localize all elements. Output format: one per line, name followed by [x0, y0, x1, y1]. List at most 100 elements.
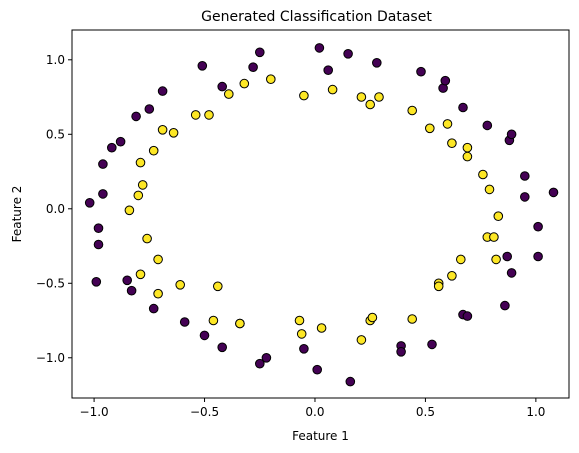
data-point-class-1 — [142, 233, 152, 244]
data-point-class-0 — [299, 344, 309, 354]
data-point-class-0 — [261, 353, 272, 363]
data-point-class-0 — [107, 142, 117, 153]
data-point-class-0 — [520, 192, 530, 202]
x-tick-label: −0.5 — [190, 405, 219, 419]
data-point-class-1 — [478, 169, 488, 180]
data-point-class-0 — [506, 268, 517, 278]
data-point-class-1 — [168, 128, 179, 138]
data-point-class-1 — [135, 157, 146, 168]
data-point-class-0 — [500, 300, 510, 311]
data-point-class-0 — [548, 187, 559, 198]
data-point-class-0 — [343, 49, 353, 59]
data-point-class-0 — [217, 342, 227, 353]
data-point-class-0 — [314, 43, 325, 53]
data-point-class-0 — [502, 251, 513, 262]
y-tick-label: −1.0 — [36, 351, 65, 365]
data-point-class-0 — [458, 102, 468, 113]
data-point-class-1 — [235, 318, 245, 329]
data-point-class-1 — [153, 288, 163, 299]
y-axis-ticks: −1.0 −0.5 0.0 0.5 1.0 — [36, 53, 72, 365]
data-point-class-0 — [91, 277, 102, 287]
data-point-class-0 — [179, 317, 190, 327]
data-point-class-0 — [197, 61, 208, 71]
data-point-class-0 — [93, 239, 104, 250]
y-tick-label: 1.0 — [46, 53, 65, 67]
data-points — [84, 43, 559, 387]
data-point-class-1 — [124, 205, 135, 216]
x-tick-label: 0.0 — [305, 405, 324, 419]
data-point-class-1 — [367, 312, 378, 323]
data-point-class-1 — [153, 254, 163, 265]
data-point-class-1 — [294, 315, 305, 326]
data-point-class-0 — [98, 189, 108, 199]
data-point-class-1 — [493, 211, 504, 221]
x-tick-label: 1.0 — [526, 405, 545, 419]
data-point-class-1 — [204, 110, 214, 120]
data-point-class-0 — [122, 275, 132, 286]
data-point-class-0 — [427, 339, 437, 350]
data-point-class-0 — [254, 47, 265, 58]
data-point-class-0 — [482, 120, 493, 131]
data-point-class-1 — [148, 145, 159, 156]
data-point-class-1 — [433, 281, 444, 292]
data-point-class-0 — [345, 376, 356, 387]
data-point-class-0 — [506, 129, 517, 140]
data-point-class-1 — [208, 315, 219, 326]
data-point-class-0 — [115, 136, 126, 147]
x-axis-ticks: −1.0 −0.5 0.0 0.5 1.0 — [80, 398, 545, 419]
data-point-class-1 — [365, 99, 376, 110]
data-point-class-1 — [175, 280, 185, 290]
data-point-class-0 — [98, 159, 108, 169]
plot-area — [72, 30, 569, 398]
data-point-class-1 — [442, 119, 453, 129]
plot-frame — [71, 29, 570, 399]
data-point-class-1 — [356, 92, 367, 102]
data-point-class-1 — [489, 232, 499, 242]
data-point-class-0 — [148, 303, 159, 314]
data-point-class-0 — [533, 221, 543, 232]
data-point-class-1 — [425, 123, 435, 134]
data-point-class-0 — [217, 81, 227, 92]
data-point-class-1 — [484, 184, 495, 195]
data-point-class-0 — [93, 223, 104, 233]
data-point-class-1 — [224, 89, 234, 99]
data-point-class-1 — [327, 84, 338, 95]
data-point-class-0 — [126, 285, 137, 296]
y-axis-label: Feature 2 — [10, 186, 24, 243]
data-point-class-0 — [533, 251, 543, 262]
data-point-class-1 — [316, 323, 327, 333]
x-tick-label: 0.5 — [416, 405, 435, 419]
data-point-class-0 — [254, 358, 265, 369]
data-point-class-1 — [133, 190, 144, 201]
data-point-class-1 — [447, 138, 457, 148]
data-point-class-0 — [144, 104, 155, 114]
data-point-class-0 — [131, 111, 141, 122]
data-point-class-0 — [396, 347, 406, 357]
data-point-class-1 — [407, 105, 418, 116]
data-point-class-1 — [356, 335, 367, 345]
data-point-class-0 — [248, 62, 258, 72]
data-point-class-1 — [239, 78, 250, 89]
data-point-class-1 — [456, 254, 466, 265]
data-point-class-1 — [296, 329, 307, 339]
y-tick-label: 0.0 — [46, 202, 65, 216]
data-point-class-1 — [491, 254, 501, 265]
data-point-class-0 — [84, 198, 95, 208]
data-point-class-0 — [520, 171, 530, 181]
data-point-class-1 — [266, 74, 276, 84]
data-point-class-1 — [462, 151, 473, 162]
data-point-class-1 — [407, 314, 418, 324]
x-axis-label: Feature 1 — [292, 429, 349, 443]
data-point-class-0 — [199, 330, 210, 341]
data-point-class-0 — [323, 65, 334, 75]
data-point-class-0 — [462, 311, 473, 321]
data-point-class-1 — [135, 269, 146, 280]
chart-title: Generated Classification Dataset — [201, 9, 432, 25]
x-tick-label: −1.0 — [80, 405, 109, 419]
data-point-class-0 — [312, 364, 323, 375]
data-point-class-0 — [157, 86, 168, 96]
data-point-class-1 — [137, 180, 148, 190]
data-point-class-1 — [462, 142, 473, 153]
data-point-class-0 — [372, 58, 382, 68]
